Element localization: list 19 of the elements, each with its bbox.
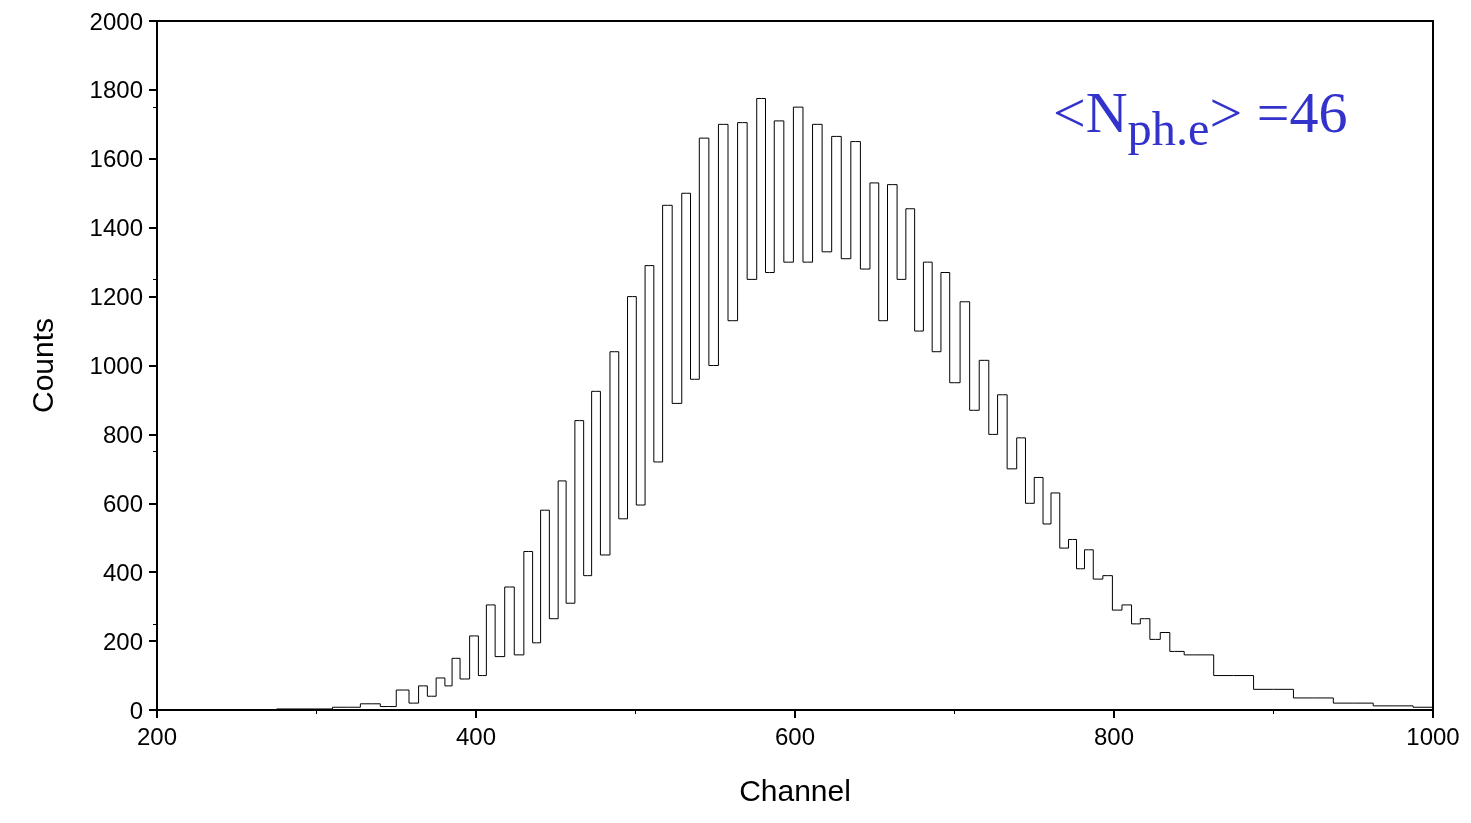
y-tick-label: 0	[129, 696, 143, 724]
y-tick-label: 600	[102, 489, 143, 517]
y-tick-label: 400	[102, 558, 143, 586]
y-tick-label: 1200	[89, 283, 143, 311]
y-tick-label: 1000	[89, 352, 143, 379]
x-tick-label: 1000	[1406, 722, 1460, 750]
annotation: <N$_{ph.e}$> =46	[1053, 80, 1348, 155]
y-tick-label: 1400	[89, 214, 143, 242]
x-axis-title: Channel	[739, 773, 851, 807]
x-tick-label: 200	[136, 722, 178, 750]
y-tick-label: 800	[102, 420, 143, 448]
y-tick-label: 200	[102, 627, 143, 655]
y-axis-title: Counts	[25, 317, 59, 414]
y-tick-label: 1600	[89, 145, 143, 173]
x-tick-label: 400	[455, 722, 497, 750]
x-tick-label: 800	[1093, 722, 1135, 750]
y-tick-label: 2000	[89, 7, 143, 35]
y-tick-label: 1800	[89, 76, 143, 104]
x-tick-label: 600	[774, 722, 816, 750]
